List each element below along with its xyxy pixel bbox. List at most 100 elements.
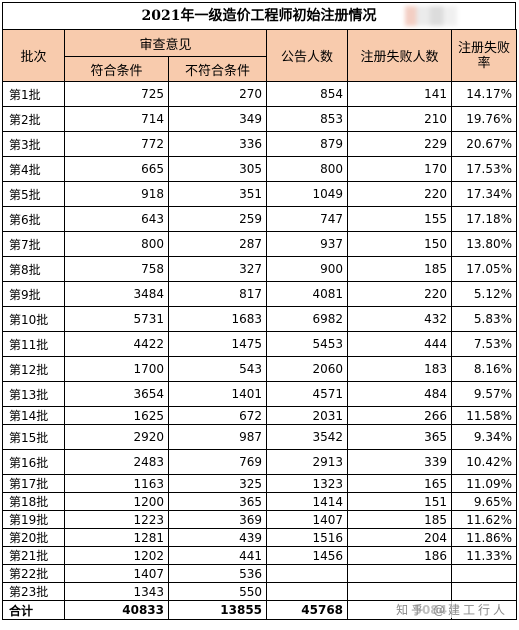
table-row: 第4批 665 305 800 170 17.53% xyxy=(2,156,518,182)
table-row: 第7批 800 287 937 150 13.80% xyxy=(2,231,518,257)
cell-qualified: 3484 xyxy=(64,281,169,307)
cell-unqualified: 259 xyxy=(167,206,268,232)
cell-qualified: 1223 xyxy=(64,510,169,529)
cell-batch: 第22批 xyxy=(2,564,65,583)
table-row: 第8批 758 327 900 185 17.05% xyxy=(2,256,518,282)
cell-failed: 170 xyxy=(347,156,453,182)
table-row: 第23批 1343 550 xyxy=(2,582,518,601)
table-title-bar: 2021年一级造价工程师初始注册情况 xyxy=(2,2,516,29)
cell-batch: 第3批 xyxy=(2,131,65,157)
cell-unqualified: 1475 xyxy=(167,331,268,357)
cell-failed: 186 xyxy=(347,546,453,565)
cell-unqualified: 365 xyxy=(167,492,268,511)
cell-rate: 17.18% xyxy=(451,206,518,232)
cell-batch: 第17批 xyxy=(2,474,65,493)
cell-rate: 11.33% xyxy=(451,546,518,565)
cell-rate: 9.34% xyxy=(451,424,518,450)
cell-announced: 854 xyxy=(266,81,349,107)
cell-qualified: 643 xyxy=(64,206,169,232)
cell-failed: 151 xyxy=(347,492,453,511)
cell-announced: 937 xyxy=(266,231,349,257)
cell-batch: 第2批 xyxy=(2,106,65,132)
cell-rate: 17.05% xyxy=(451,256,518,282)
table-row: 第15批 2920 987 3542 365 9.34% xyxy=(2,424,518,450)
cell-rate: 11.09% xyxy=(451,474,518,493)
cell-qualified: 1202 xyxy=(64,546,169,565)
cell-unqualified: 817 xyxy=(167,281,268,307)
cell-batch: 第6批 xyxy=(2,206,65,232)
table-row: 第12批 1700 543 2060 183 8.16% xyxy=(2,356,518,382)
cell-failed: 365 xyxy=(347,424,453,450)
cell-rate: 17.34% xyxy=(451,181,518,207)
cell-unqualified: 769 xyxy=(167,449,268,475)
table-row: 第19批 1223 369 1407 185 11.62% xyxy=(2,510,518,529)
cell-rate: 9.65% xyxy=(451,492,518,511)
cell-announced: 45768 xyxy=(266,600,349,620)
cell-failed: 210 xyxy=(347,106,453,132)
cell-announced: 1516 xyxy=(266,528,349,547)
cell-unqualified: 369 xyxy=(167,510,268,529)
cell-qualified: 758 xyxy=(64,256,169,282)
cell-announced: 800 xyxy=(266,156,349,182)
cell-announced: 2031 xyxy=(266,406,349,425)
cell-rate: 11.62% xyxy=(451,510,518,529)
cell-unqualified: 305 xyxy=(167,156,268,182)
cell-announced: 2060 xyxy=(266,356,349,382)
cell-failed: 229 xyxy=(347,131,453,157)
cell-qualified: 772 xyxy=(64,131,169,157)
cell-failed: 339 xyxy=(347,449,453,475)
cell-announced: 6982 xyxy=(266,306,349,332)
header-announced: 公告人数 xyxy=(266,29,349,82)
cell-announced: 1414 xyxy=(266,492,349,511)
cell-qualified: 918 xyxy=(64,181,169,207)
cell-qualified: 1163 xyxy=(64,474,169,493)
cell-batch: 第10批 xyxy=(2,306,65,332)
table-row: 第11批 4422 1475 5453 444 7.53% xyxy=(2,331,518,357)
cell-batch: 第12批 xyxy=(2,356,65,382)
cell-failed: 204 xyxy=(347,528,453,547)
cell-failed: 220 xyxy=(347,181,453,207)
cell-batch: 第1批 xyxy=(2,81,65,107)
cell-failed: 432 xyxy=(347,306,453,332)
cell-unqualified: 536 xyxy=(167,564,268,583)
cell-batch: 第15批 xyxy=(2,424,65,450)
cell-announced: 2913 xyxy=(266,449,349,475)
header-failed: 注册失败人数 xyxy=(347,29,453,82)
cell-unqualified: 327 xyxy=(167,256,268,282)
cell-batch: 第23批 xyxy=(2,582,65,601)
cell-unqualified: 13855 xyxy=(167,600,268,620)
cell-batch: 第21批 xyxy=(2,546,65,565)
cell-rate: 7.53% xyxy=(451,331,518,357)
cell-rate: 11.86% xyxy=(451,528,518,547)
cell-rate: 14.17% xyxy=(451,81,518,107)
cell-failed: 150 xyxy=(347,231,453,257)
table-row: 第22批 1407 536 xyxy=(2,564,518,583)
cell-qualified: 1343 xyxy=(64,582,169,601)
cell-announced: 1049 xyxy=(266,181,349,207)
cell-qualified: 1625 xyxy=(64,406,169,425)
table-row: 第6批 643 259 747 155 17.18% xyxy=(2,206,518,232)
cell-unqualified: 270 xyxy=(167,81,268,107)
table-row: 第20批 1281 439 1516 204 11.86% xyxy=(2,528,518,547)
cell-unqualified: 1401 xyxy=(167,381,268,407)
cell-batch: 第20批 xyxy=(2,528,65,547)
cell-batch: 第7批 xyxy=(2,231,65,257)
cell-failed: 484 xyxy=(347,381,453,407)
cell-unqualified: 987 xyxy=(167,424,268,450)
cell-announced: 5453 xyxy=(266,331,349,357)
table-row: 第13批 3654 1401 4571 484 9.57% xyxy=(2,381,518,407)
cell-qualified: 1281 xyxy=(64,528,169,547)
header-review: 审查意见 xyxy=(63,29,268,57)
cell-rate: 5.12% xyxy=(451,281,518,307)
spreadsheet: 2021年一级造价工程师初始注册情况 批次 审查意见 公告人数 注册失败人数 注… xyxy=(2,2,518,620)
cell-unqualified: 349 xyxy=(167,106,268,132)
cell-announced: 747 xyxy=(266,206,349,232)
cell-announced: 1407 xyxy=(266,510,349,529)
header-row-1: 批次 审查意见 公告人数 注册失败人数 注册失败率 xyxy=(2,29,518,82)
cell-qualified: 714 xyxy=(64,106,169,132)
cell-unqualified: 351 xyxy=(167,181,268,207)
cell-batch: 合计 xyxy=(2,600,65,620)
table-row: 第5批 918 351 1049 220 17.34% xyxy=(2,181,518,207)
cell-unqualified: 287 xyxy=(167,231,268,257)
cell-failed xyxy=(347,582,453,601)
